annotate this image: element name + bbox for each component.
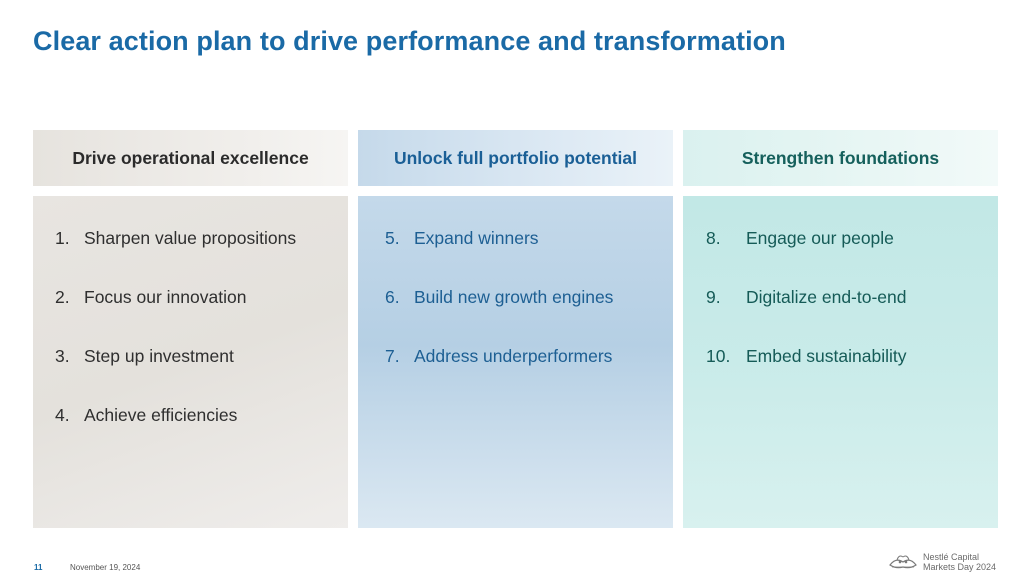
list-item-text: Expand winners bbox=[414, 228, 539, 248]
list-item-number: 10. bbox=[706, 346, 731, 366]
list-item-text: Digitalize end-to-end bbox=[746, 287, 907, 307]
list-item-number: 3. bbox=[55, 346, 70, 366]
list-item-text: Build new growth engines bbox=[414, 287, 614, 307]
list-item-number: 4. bbox=[55, 405, 70, 425]
column-header-portfolio-potential: Unlock full portfolio potential bbox=[358, 130, 673, 186]
list-item-number: 2. bbox=[55, 287, 70, 307]
list-item-number: 1. bbox=[55, 228, 70, 248]
event-brand: Nestlé Capital Markets Day 2024 bbox=[923, 552, 996, 572]
page-number: 11 bbox=[34, 563, 43, 572]
column-header-strengthen-foundations: Strengthen foundations bbox=[683, 130, 998, 186]
list-item-number: 8. bbox=[706, 228, 721, 248]
slide-title: Clear action plan to drive performance a… bbox=[33, 26, 786, 56]
list-item-number: 9. bbox=[706, 287, 721, 307]
event-brand-line1: Nestlé Capital bbox=[923, 552, 980, 562]
list-item-text: Focus our innovation bbox=[84, 287, 247, 307]
column-body-operational-excellence: 1. Sharpen value propositions 2. Focus o… bbox=[33, 196, 348, 528]
list-item-number: 7. bbox=[385, 346, 400, 366]
column-body-strengthen-foundations: 8. Engage our people 9. Digitalize end-t… bbox=[683, 196, 998, 528]
list-item-number: 6. bbox=[385, 287, 400, 307]
list-item-number: 5. bbox=[385, 228, 400, 248]
list-item-text: Engage our people bbox=[746, 228, 894, 248]
event-brand-line2: Markets Day 2024 bbox=[923, 562, 997, 572]
column-header-operational-excellence: Drive operational excellence bbox=[33, 130, 348, 186]
column-body-portfolio-potential: 5. Expand winners 6. Build new growth en… bbox=[358, 196, 673, 528]
nestle-nest-logo-icon bbox=[889, 555, 917, 569]
list-item-text: Step up investment bbox=[84, 346, 234, 366]
list-item-text: Achieve efficiencies bbox=[84, 405, 238, 425]
list-item-text: Address underperformers bbox=[414, 346, 613, 366]
list-item-text: Embed sustainability bbox=[746, 346, 907, 366]
list-item-text: Sharpen value propositions bbox=[84, 228, 297, 248]
footer-date: November 19, 2024 bbox=[70, 563, 141, 572]
